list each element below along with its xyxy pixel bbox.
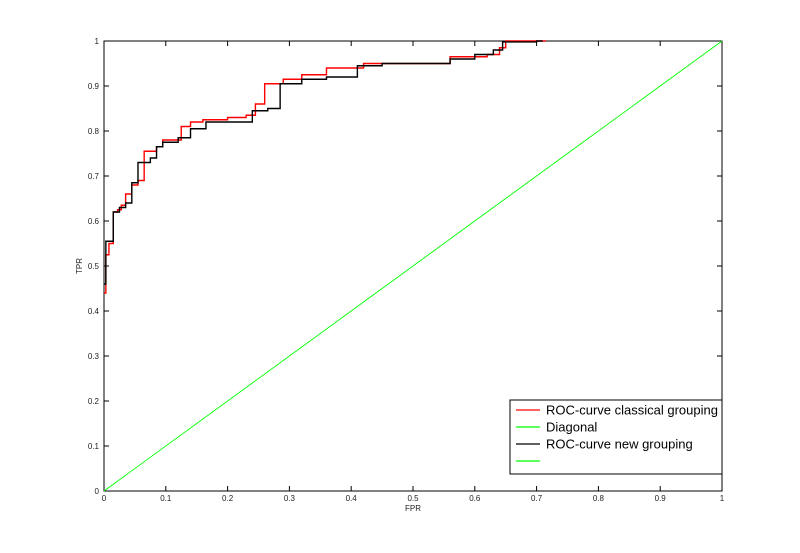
x-tick-label: 1 <box>720 494 725 503</box>
series-line-diagonal <box>103 40 723 492</box>
x-tick-label: 0.5 <box>407 494 419 503</box>
legend-entry: Diagonal <box>546 420 597 435</box>
y-tick-label: 0.6 <box>88 217 100 226</box>
y-tick-label: 0 <box>95 487 100 496</box>
y-tick-label: 0.5 <box>88 262 100 271</box>
y-tick-label: 0.7 <box>88 172 100 181</box>
x-axis-label: FPR <box>405 504 421 513</box>
y-tick-label: 0.9 <box>88 82 100 91</box>
y-tick-label: 0.1 <box>88 442 100 451</box>
y-tick-label: 0.4 <box>88 307 100 316</box>
x-tick-label: 0.4 <box>346 494 358 503</box>
legend-entry: ROC-curve classical grouping <box>546 403 718 418</box>
legend-entry: ROC-curve new grouping <box>546 437 693 452</box>
y-tick-label: 0.3 <box>88 352 100 361</box>
legend-box <box>509 399 723 475</box>
y-axis-label: TPR <box>75 258 84 274</box>
y-tick-label: 0.8 <box>88 127 100 136</box>
x-tick-label: 0.2 <box>222 494 234 503</box>
legend: ROC-curve classical grouping Diagonal ROC-… <box>509 399 723 475</box>
series-line-roc-curve-new-grouping <box>104 40 543 285</box>
x-tick-label: 0.9 <box>655 494 667 503</box>
x-tick-label: 0.3 <box>284 494 296 503</box>
series-layer <box>103 40 723 492</box>
y-tick-label: 0.2 <box>88 397 100 406</box>
x-tick-label: 0 <box>102 494 107 503</box>
x-tick-label: 0.6 <box>469 494 481 503</box>
x-tick-label: 0.8 <box>593 494 605 503</box>
y-tick-label: 1 <box>95 37 100 46</box>
x-tick-label: 0.1 <box>160 494 172 503</box>
x-tick-label: 0.7 <box>531 494 543 503</box>
